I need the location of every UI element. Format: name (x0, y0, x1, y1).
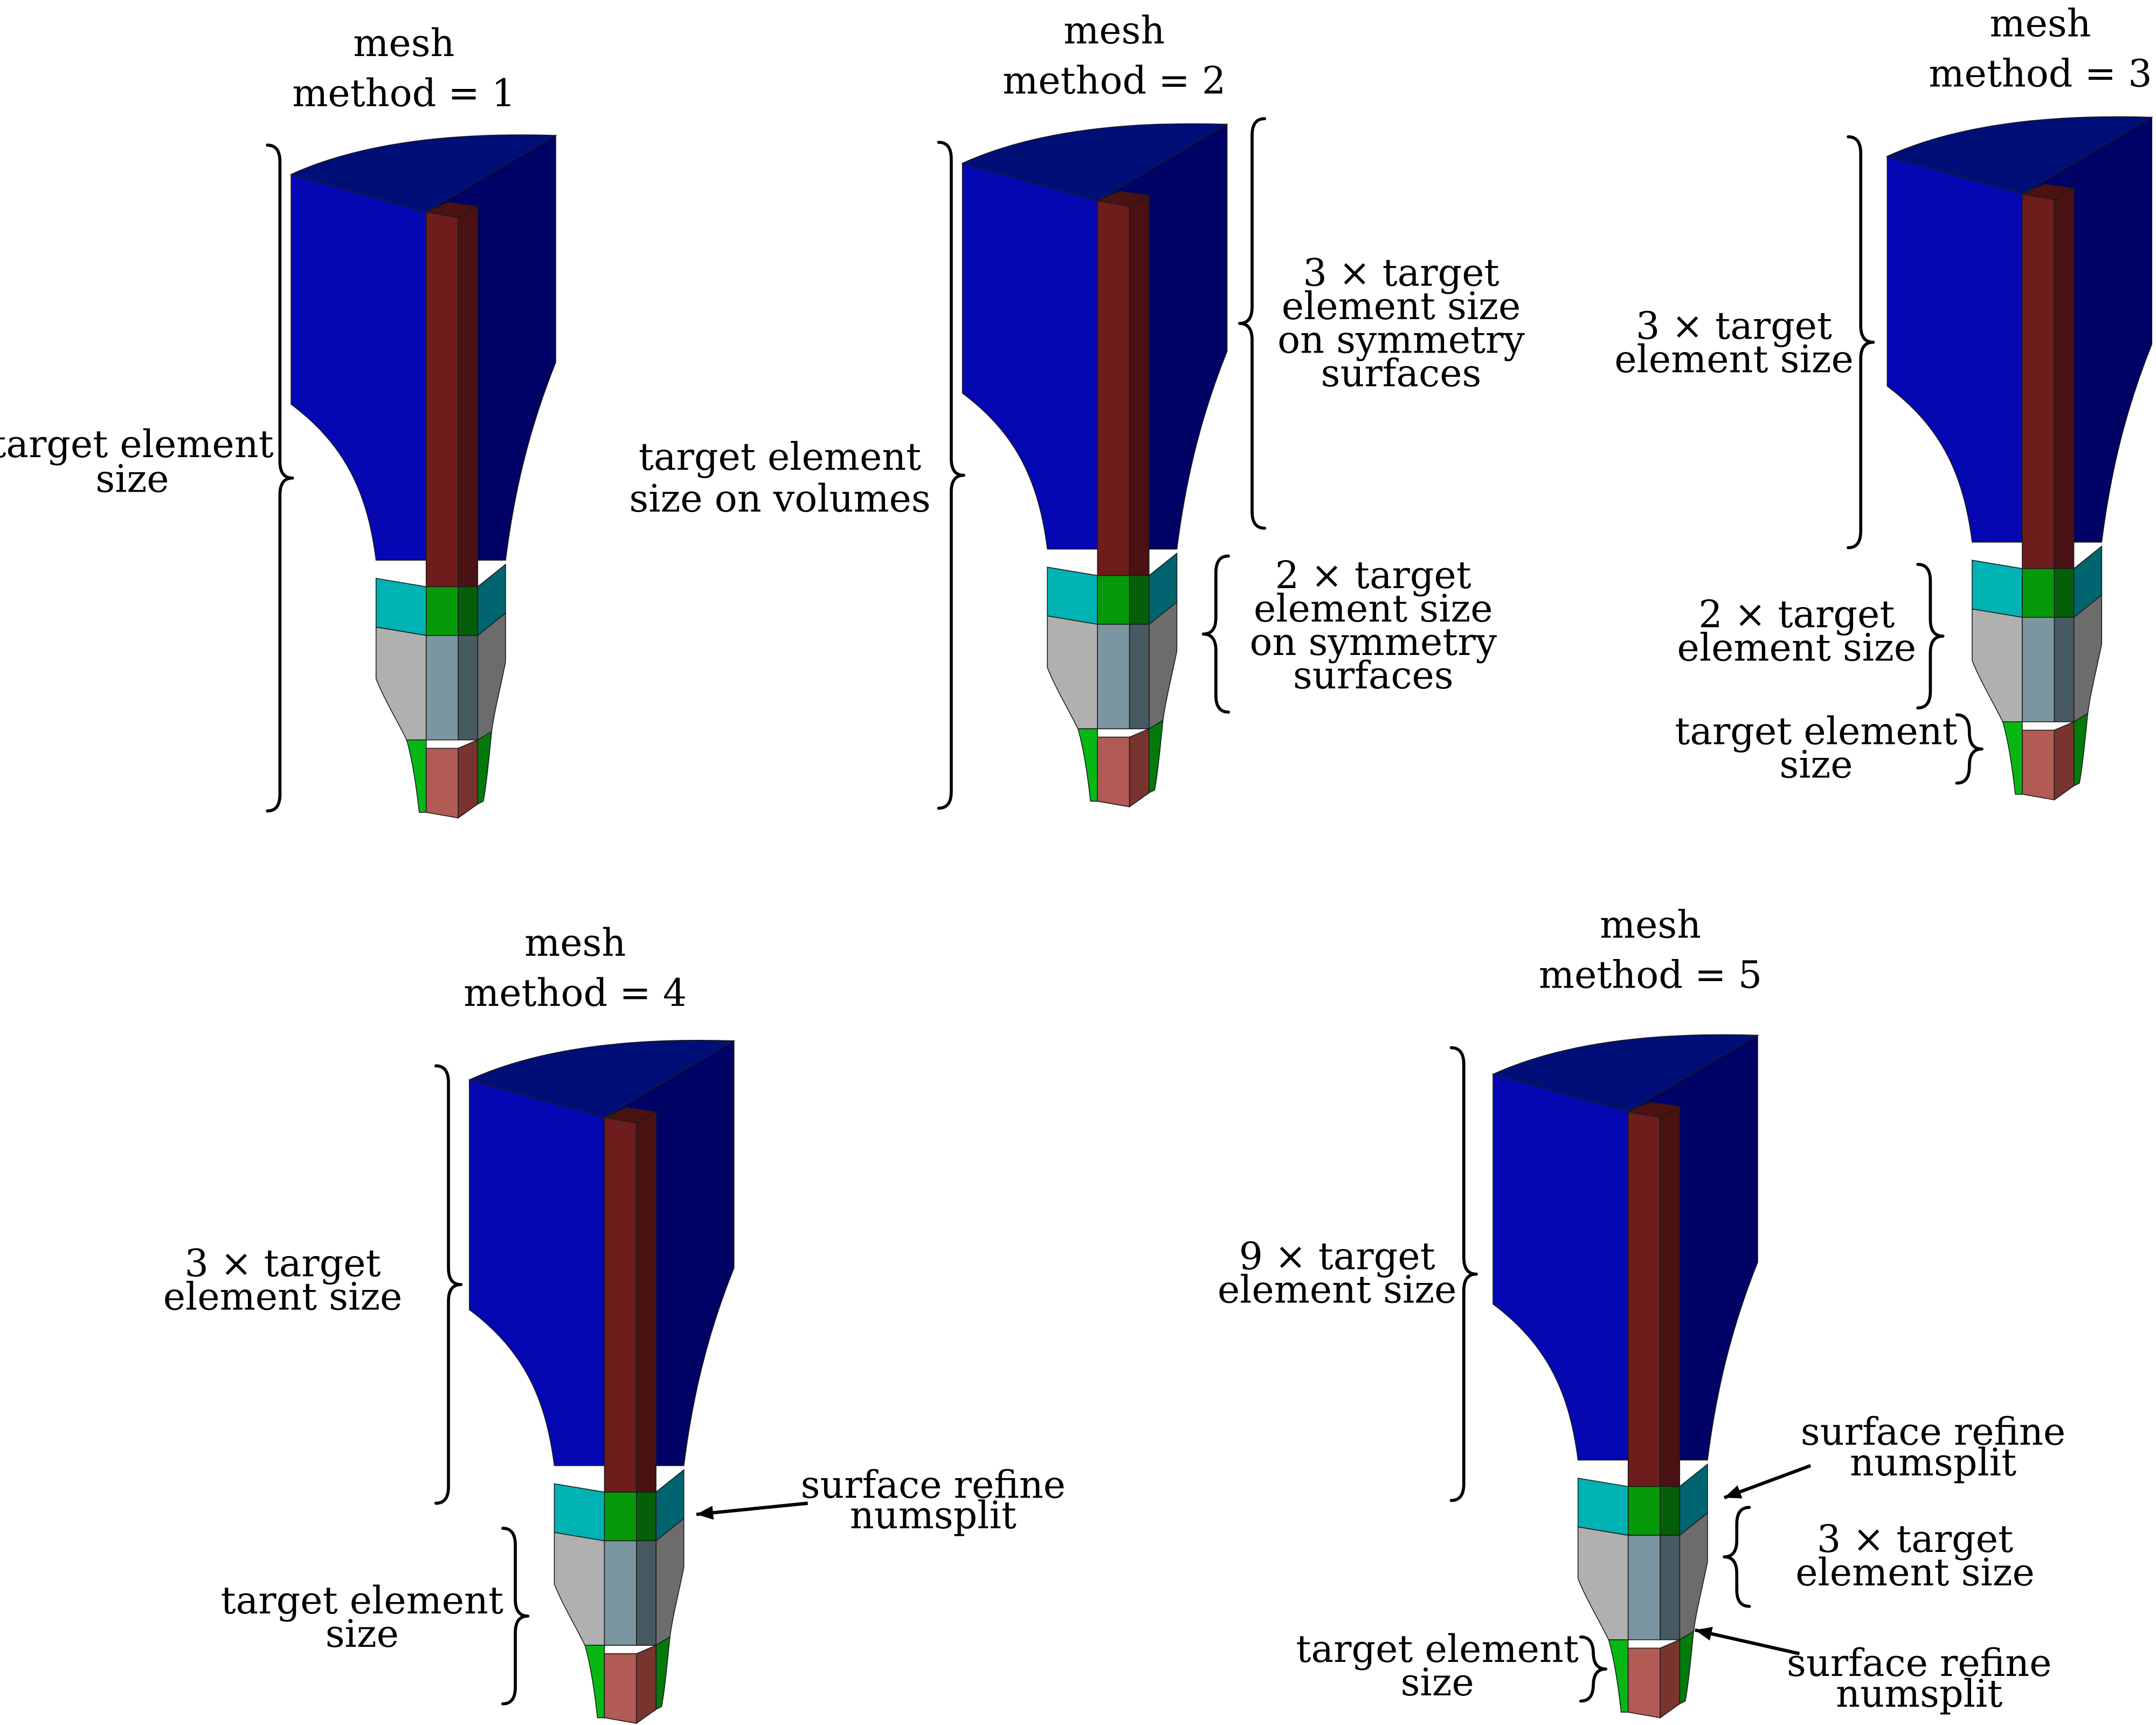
annotation-text: surface refine (1801, 1410, 2065, 1454)
curly-brace (1916, 563, 1945, 710)
annotation-text: target element (0, 423, 274, 466)
braces-layer (266, 117, 1984, 1706)
annotation-text: 2 × target (1275, 554, 1471, 597)
curly-brace (1238, 117, 1267, 530)
curly-brace (501, 1527, 530, 1706)
curly-brace (1847, 135, 1875, 549)
annotation-text: target element (639, 435, 921, 479)
panel-title-line2: method = 5 (1539, 954, 1762, 997)
panel-title-line2: method = 2 (1003, 59, 1226, 103)
solid-model-3 (1887, 116, 2153, 801)
panel-title-line2: method = 3 (1929, 52, 2152, 96)
annotation-text: 3 × target (1817, 1517, 2013, 1561)
annotation-text: element size (1614, 337, 1854, 381)
panel-title-line1: mesh (353, 22, 454, 65)
curly-brace (1449, 1046, 1478, 1502)
annotation-text: size (1779, 743, 1853, 786)
annotation-text: 9 × target (1239, 1235, 1435, 1279)
annotation-text: on symmetry (1277, 318, 1525, 362)
curly-brace (266, 143, 294, 813)
panel-title-line1: mesh (1989, 2, 2091, 46)
solid-model-5 (1492, 1034, 1758, 1719)
annotation-text: surfaces (1321, 351, 1482, 395)
annotation-text: size (95, 458, 169, 501)
annotation-text: surface refine (1787, 1641, 2051, 1685)
callout-arrow-line (1695, 1628, 1800, 1655)
curly-brace (1579, 1635, 1608, 1703)
annotation-text: target element (1296, 1627, 1579, 1671)
annotation-text: surface refine (801, 1463, 1066, 1507)
annotation-text: element size (1677, 626, 1917, 670)
annotation-text: element size (1795, 1551, 2035, 1595)
annotation-text: element size (1254, 587, 1493, 631)
annotation-text: size (1401, 1661, 1474, 1705)
annotation-text: 3 × target (1303, 251, 1499, 295)
curly-brace (434, 1064, 463, 1505)
annotation-text: 3 × target (185, 1241, 381, 1285)
annotation-text: surfaces (1293, 654, 1454, 698)
annotation-text: on symmetry (1249, 620, 1497, 664)
panel-title-line2: method = 4 (464, 971, 687, 1015)
panel-title-line1: mesh (1600, 903, 1701, 947)
callout-arrow-head (1724, 1485, 1743, 1499)
panel-title-line1: mesh (1063, 9, 1165, 53)
annotation-text: 2 × target (1698, 592, 1895, 636)
callout-arrow-line (696, 1501, 808, 1516)
curly-brace (1723, 1506, 1751, 1608)
curly-brace (937, 141, 965, 810)
annotation-text: 3 × target (1636, 304, 1832, 348)
callout-arrow-head (696, 1506, 714, 1520)
annotation-text: element size (163, 1275, 403, 1319)
annotation-text: numsplit (1850, 1441, 2016, 1485)
annotation-text: numsplit (1836, 1672, 2002, 1716)
panel-title-line2: method = 1 (292, 72, 515, 115)
solid-model-2 (962, 123, 1228, 808)
callout-arrow-head (1695, 1627, 1713, 1641)
solid-model-1 (291, 134, 556, 819)
annotation-text: element size (1218, 1268, 1457, 1312)
panel-title-line1: mesh (524, 921, 626, 965)
curly-brace (1201, 554, 1230, 714)
annotation-text: target element (221, 1579, 503, 1623)
solid-model-4 (469, 1039, 735, 1724)
curly-brace (1955, 713, 1984, 785)
annotation-text: element size (1282, 285, 1521, 328)
annotation-text: size (326, 1612, 399, 1656)
annotation-text: size on volumes (629, 477, 930, 521)
annotation-text: numsplit (850, 1494, 1017, 1537)
annotation-text: target element (1675, 709, 1957, 753)
